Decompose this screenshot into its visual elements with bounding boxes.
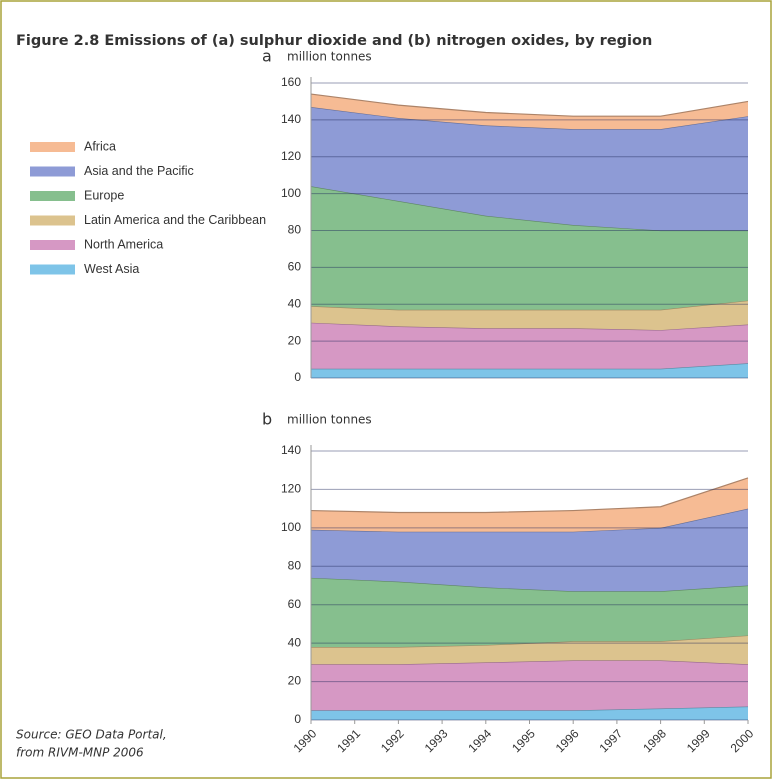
legend-label: North America bbox=[84, 237, 163, 251]
area-fill bbox=[311, 635, 748, 665]
area-fill bbox=[311, 94, 748, 130]
y-tick-label: 60 bbox=[288, 260, 302, 274]
y-tick-label: 140 bbox=[281, 443, 301, 457]
legend-swatch bbox=[30, 264, 75, 275]
legend-label: Asia and the Pacific bbox=[84, 164, 194, 178]
y-tick-label: 80 bbox=[288, 558, 302, 572]
area-fill bbox=[311, 106, 748, 231]
y-tick-label: 0 bbox=[294, 370, 301, 384]
legend-swatch bbox=[30, 191, 75, 201]
legend-label: Europe bbox=[84, 188, 124, 202]
panel-label: a bbox=[262, 47, 272, 66]
area-line bbox=[310, 322, 749, 331]
y-tick-label: 160 bbox=[281, 75, 301, 89]
legend-label: West Asia bbox=[84, 262, 139, 276]
y-axis-title: million tonnes bbox=[287, 413, 372, 427]
y-tick-label: 20 bbox=[288, 674, 302, 688]
y-tick-label: 100 bbox=[281, 186, 301, 200]
area-fill bbox=[311, 363, 748, 378]
area-fill bbox=[311, 300, 748, 331]
panel-label: b bbox=[262, 410, 272, 429]
area-fill bbox=[311, 186, 748, 310]
area-fill bbox=[311, 322, 748, 369]
legend-swatch bbox=[30, 215, 75, 226]
y-tick-label: 100 bbox=[281, 520, 301, 534]
y-tick-label: 60 bbox=[288, 597, 302, 611]
source-line: Source: GEO Data Portal, bbox=[16, 728, 167, 742]
legend-swatch bbox=[30, 240, 75, 250]
y-tick-label: 40 bbox=[288, 296, 302, 310]
legend-label: Africa bbox=[84, 139, 116, 153]
y-tick-label: 40 bbox=[288, 635, 302, 649]
source-line: from RIVM-MNP 2006 bbox=[16, 746, 144, 760]
area-line bbox=[310, 93, 749, 117]
y-tick-label: 120 bbox=[281, 149, 301, 163]
area-line bbox=[311, 659, 749, 665]
area-fill bbox=[311, 577, 748, 647]
y-tick-label: 80 bbox=[288, 223, 302, 237]
y-tick-label: 120 bbox=[281, 482, 301, 496]
area-fill bbox=[311, 660, 748, 711]
area-line bbox=[310, 477, 749, 514]
y-tick-label: 140 bbox=[281, 112, 301, 126]
area-fill bbox=[311, 706, 748, 720]
legend-label: Latin America and the Caribbean bbox=[84, 213, 266, 227]
legend-swatch bbox=[30, 142, 75, 152]
figure-title: Figure 2.8 Emissions of (a) sulphur diox… bbox=[16, 33, 652, 49]
y-tick-label: 20 bbox=[288, 333, 302, 347]
legend-swatch bbox=[30, 166, 75, 177]
y-axis-title: million tonnes bbox=[287, 50, 372, 64]
area-fill bbox=[311, 477, 748, 532]
y-tick-label: 0 bbox=[294, 712, 301, 726]
